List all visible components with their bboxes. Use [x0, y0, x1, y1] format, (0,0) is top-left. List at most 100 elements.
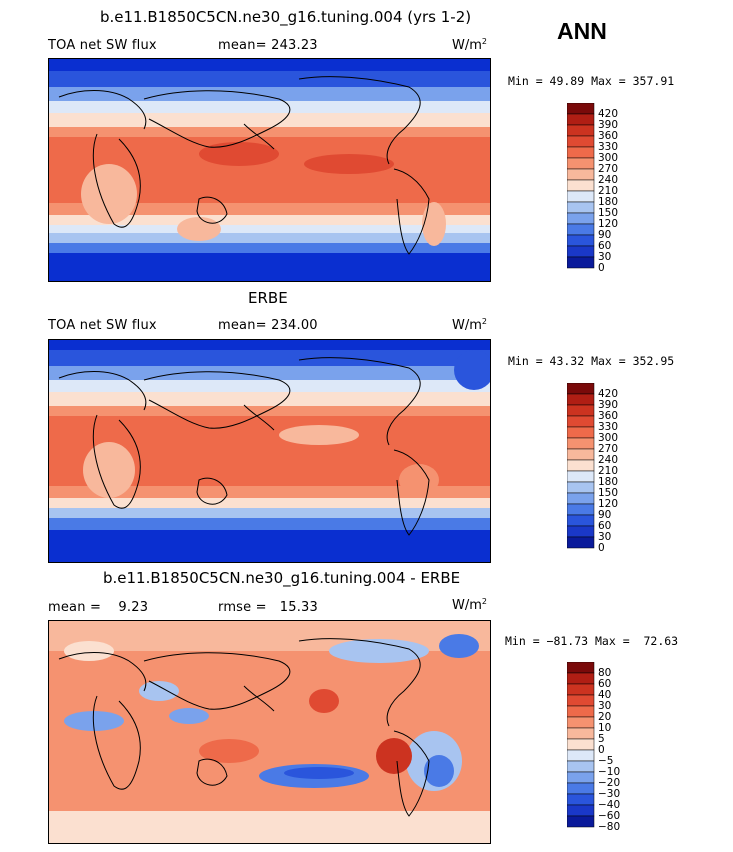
panel-3-rmse-label: rmse = 15.33	[218, 600, 318, 615]
panel-3-mean-label: mean = 9.23	[48, 600, 149, 615]
colorbar-swatch	[566, 492, 595, 505]
colorbar-tick-label: 390	[598, 399, 618, 411]
colorbar-swatch	[566, 448, 595, 461]
colorbar-tick-label: 80	[598, 667, 611, 679]
colorbar-tick-label: 90	[598, 229, 611, 241]
colorbar-swatch	[566, 760, 595, 773]
colorbar-swatch	[566, 135, 595, 148]
panel-3-minmax: Min = −81.73 Max = 72.63	[505, 634, 679, 648]
colorbar-swatch	[566, 179, 595, 192]
colorbar-swatch	[566, 157, 595, 170]
panel-1-title: b.e11.B1850C5CN.ne30_g16.tuning.004 (yrs…	[100, 8, 472, 26]
colorbar-swatch	[566, 245, 595, 258]
colorbar-swatch	[566, 738, 595, 751]
colorbar-tick-label: −60	[598, 810, 620, 822]
panel-3-colorbar: 80 60 40 30 20 10 5 0 −5 −10 −20 −30 −40 −60 −80	[566, 661, 637, 837]
colorbar-tick-label: 420	[598, 108, 618, 120]
colorbar-tick-label: 270	[598, 443, 618, 455]
colorbar-swatch	[566, 683, 595, 696]
colorbar-tick-label: −5	[598, 755, 613, 767]
colorbar-swatch	[566, 727, 595, 740]
colorbar-tick-label: −40	[598, 799, 620, 811]
colorbar-swatch	[566, 525, 595, 538]
colorbar-tick-label: 60	[598, 240, 611, 252]
panel-3-map	[48, 620, 491, 844]
colorbar-swatch	[566, 201, 595, 214]
panel-1-map	[48, 58, 491, 282]
colorbar-tick-label: 210	[598, 185, 618, 197]
colorbar-swatch	[566, 212, 595, 225]
colorbar-tick-label: −30	[598, 788, 620, 800]
colorbar-swatch	[566, 793, 595, 806]
colorbar-swatch	[566, 102, 595, 115]
colorbar-swatch	[566, 459, 595, 472]
colorbar-tick-label: 60	[598, 678, 611, 690]
colorbar-swatch	[566, 470, 595, 483]
colorbar-tick-label: 330	[598, 421, 618, 433]
colorbar-swatch	[566, 437, 595, 450]
colorbar-swatch	[566, 234, 595, 247]
season-label: ANN	[557, 18, 607, 44]
colorbar-swatch	[566, 404, 595, 417]
panel-1-units: W/m2	[452, 37, 487, 53]
panel-2-map	[48, 339, 491, 563]
colorbar-tick-label: 180	[598, 196, 618, 208]
colorbar-swatch	[566, 694, 595, 707]
colorbar-tick-label: 0	[598, 542, 605, 554]
colorbar-swatch	[566, 661, 595, 674]
colorbar-swatch	[566, 382, 595, 395]
colorbar-tick-label: 330	[598, 141, 618, 153]
colorbar-swatch	[566, 113, 595, 126]
panel-3-title: b.e11.B1850C5CN.ne30_g16.tuning.004 - ER…	[103, 569, 461, 587]
colorbar-tick-label: 300	[598, 432, 618, 444]
colorbar-tick-label: 5	[598, 733, 605, 745]
colorbar-tick-label: 120	[598, 498, 618, 510]
colorbar-swatch	[566, 393, 595, 406]
colorbar-swatch	[566, 716, 595, 729]
panel-1-mean-label: mean= 243.23	[218, 38, 318, 53]
colorbar-swatch	[566, 481, 595, 494]
colorbar-tick-label: 270	[598, 163, 618, 175]
colorbar-tick-label: 180	[598, 476, 618, 488]
colorbar-swatch	[566, 426, 595, 439]
colorbar-tick-label: 60	[598, 520, 611, 532]
colorbar-swatch	[566, 256, 595, 269]
colorbar-tick-label: 10	[598, 722, 611, 734]
colorbar-tick-label: 40	[598, 689, 611, 701]
colorbar-tick-label: 150	[598, 207, 618, 219]
panel-2-minmax: Min = 43.32 Max = 352.95	[508, 354, 675, 368]
panel-1-colorbar: 420 390 360 330 300 270 240 210 180 150 120 90 60 30 0	[566, 102, 637, 278]
colorbar-tick-label: 0	[598, 262, 605, 274]
colorbar-tick-label: 0	[598, 744, 605, 756]
colorbar-swatch	[566, 749, 595, 762]
panel-2-variable-label: TOA net SW flux	[48, 318, 157, 333]
panel-2-mean-label: mean= 234.00	[218, 318, 318, 333]
colorbar-swatch	[566, 223, 595, 236]
colorbar-swatch	[566, 415, 595, 428]
colorbar-tick-label: 30	[598, 251, 611, 263]
colorbar-swatch	[566, 705, 595, 718]
colorbar-swatch	[566, 146, 595, 159]
colorbar-tick-label: −80	[598, 821, 620, 833]
panel-3-units: W/m2	[452, 597, 487, 613]
colorbar-swatch	[566, 514, 595, 527]
colorbar-tick-label: 120	[598, 218, 618, 230]
colorbar-swatch	[566, 124, 595, 137]
colorbar-tick-label: −20	[598, 777, 620, 789]
panel-1-variable-label: TOA net SW flux	[48, 38, 157, 53]
colorbar-swatch	[566, 782, 595, 795]
colorbar-tick-label: 210	[598, 465, 618, 477]
panel-2-units: W/m2	[452, 317, 487, 333]
colorbar-tick-label: 150	[598, 487, 618, 499]
colorbar-tick-label: −10	[598, 766, 620, 778]
colorbar-swatch	[566, 672, 595, 685]
colorbar-swatch	[566, 503, 595, 516]
colorbar-swatch	[566, 168, 595, 181]
colorbar-swatch	[566, 815, 595, 828]
colorbar-tick-label: 20	[598, 711, 611, 723]
colorbar-tick-label: 390	[598, 119, 618, 131]
colorbar-tick-label: 240	[598, 454, 618, 466]
